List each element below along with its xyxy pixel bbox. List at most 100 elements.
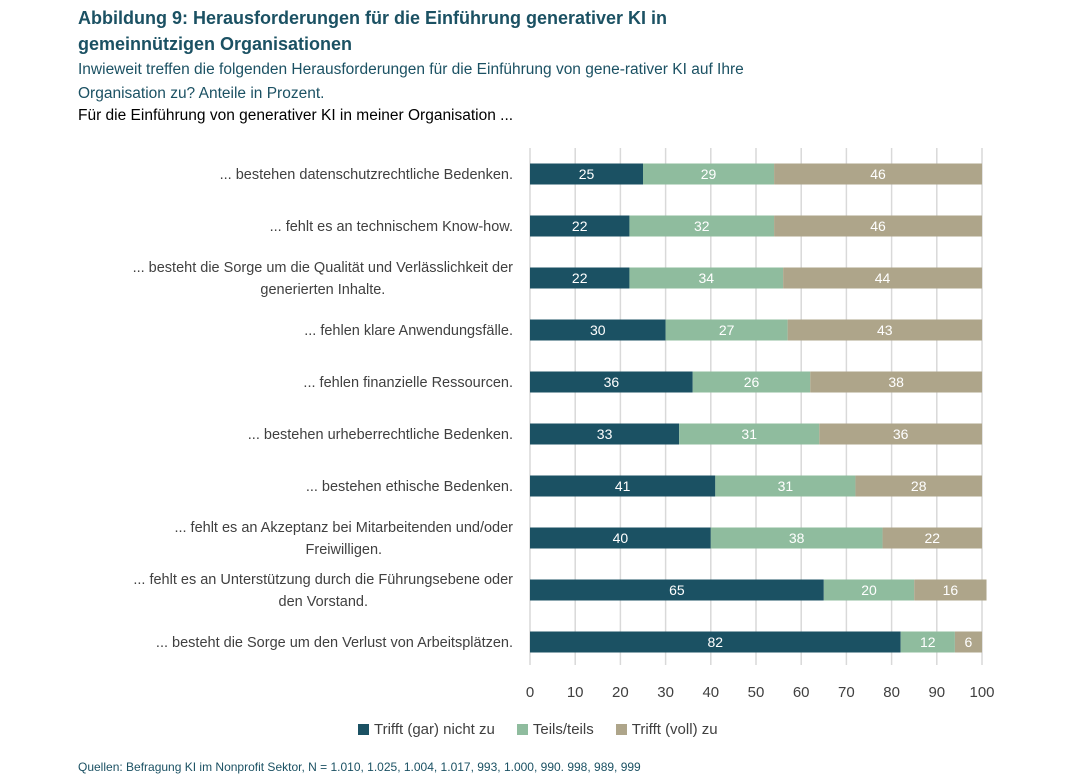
- bar-segment: [530, 319, 666, 341]
- x-tick-label: 10: [567, 684, 584, 701]
- x-tick-label: 80: [883, 684, 900, 701]
- legend-label: Trifft (gar) nicht zu: [374, 721, 495, 738]
- bar-segment: [783, 267, 982, 289]
- legend-swatch: [358, 724, 369, 735]
- bar-segment: [679, 423, 820, 445]
- category-label: ... bestehen datenschutzrechtliche Beden…: [220, 167, 513, 183]
- bar-value-label: 65: [669, 582, 685, 598]
- category-label: ... bestehen urheberrechtliche Bedenken.: [248, 427, 513, 443]
- category-label: ... fehlt es an Akzeptanz bei Mitarbeite…: [174, 520, 513, 536]
- bar-value-label: 38: [888, 374, 904, 390]
- x-axis-ticks: 0 10 20 30 40 50 60 70 80 90 100: [526, 684, 995, 701]
- bar-segment: [530, 215, 630, 237]
- bar-value-label: 38: [789, 530, 805, 546]
- bar-segment: [710, 527, 883, 549]
- figure-subtitle: Inwieweit treffen die folgenden Herausfo…: [78, 61, 744, 102]
- x-tick-label: 70: [838, 684, 855, 701]
- bar-segment: [715, 475, 856, 497]
- bar-segment: [914, 579, 987, 601]
- bar-value-label: 22: [572, 218, 588, 234]
- bar-segment: [629, 215, 775, 237]
- category-label: Freiwilligen.: [306, 542, 383, 558]
- category-label: ... fehlt es an technischem Know-how.: [270, 219, 513, 235]
- category-label: ... fehlen klare Anwendungsfälle.: [304, 323, 513, 339]
- bar-segment: [530, 423, 680, 445]
- category-label: ... bestehen ethische Bedenken.: [306, 479, 513, 495]
- bar-segment: [530, 579, 824, 601]
- bar-value-label: 22: [572, 270, 588, 286]
- legend-swatch: [615, 724, 627, 735]
- bar-segment: [787, 319, 982, 341]
- category-labels: ... bestehen datenschutzrechtliche Beden…: [133, 167, 514, 651]
- category-label: ... fehlt es an Unterstützung durch die …: [133, 572, 513, 588]
- legend-label: Trifft (voll) zu: [631, 721, 718, 738]
- bar-value-label: 30: [590, 322, 606, 338]
- bar-segment: [530, 631, 901, 653]
- bar-segment: [692, 371, 811, 393]
- bar-value-label: 36: [893, 426, 909, 442]
- bar-value-label: 31: [741, 426, 757, 442]
- category-label: ... besteht die Sorge um den Verlust von…: [156, 635, 513, 651]
- bar-value-label: 44: [875, 270, 891, 286]
- legend-item-not-applicable: Trifft (gar) nicht zu: [358, 721, 495, 738]
- question-lead: Für die Einführung von generativer KI in…: [78, 107, 514, 124]
- bar-value-label: 34: [698, 270, 714, 286]
- bar-value-label: 12: [920, 634, 936, 650]
- bar-value-label: 41: [615, 478, 631, 494]
- legend-item-partly: Teils/teils: [516, 721, 594, 738]
- bar-segment: [629, 267, 784, 289]
- legend: Trifft (gar) nicht zu Teils/teils Trifft…: [358, 721, 718, 738]
- bar-value-label: 25: [579, 166, 595, 182]
- bar-value-label: 22: [924, 530, 940, 546]
- legend-swatch: [516, 724, 528, 735]
- bar-value-label: 26: [744, 374, 760, 390]
- bar-segment: [882, 527, 982, 549]
- x-tick-label: 50: [748, 684, 765, 701]
- bar-segment: [530, 475, 716, 497]
- bar-segment: [530, 267, 630, 289]
- bars: 25 29 46 22 32 46 22 34 44 30 27 43 36 26 38 33 31 36 41 31…: [530, 163, 987, 653]
- x-tick-label: 40: [702, 684, 719, 701]
- x-tick-label: 60: [793, 684, 810, 701]
- x-tick-label: 0: [526, 684, 534, 701]
- x-tick-label: 30: [657, 684, 674, 701]
- bar-value-label: 28: [911, 478, 927, 494]
- bar-segment: [900, 631, 955, 653]
- x-tick-label: 100: [969, 684, 994, 701]
- source-note: Quellen: Befragung KI im Nonprofit Sekto…: [78, 760, 641, 774]
- stacked-bar-chart: 25 29 46 22 32 46 22 34 44 30 27 43 36 26 38 33 31 36 41 31…: [133, 148, 995, 701]
- bar-segment: [855, 475, 982, 497]
- category-label: ... besteht die Sorge um die Qualität un…: [133, 260, 514, 276]
- bar-segment: [530, 527, 711, 549]
- bar-value-label: 40: [613, 530, 629, 546]
- bar-value-label: 46: [870, 166, 886, 182]
- legend-label: Teils/teils: [532, 721, 594, 738]
- bar-segment: [810, 371, 982, 393]
- category-label: ... fehlen finanzielle Ressourcen.: [303, 375, 513, 391]
- bar-value-label: 20: [861, 582, 877, 598]
- bar-segment: [823, 579, 915, 601]
- bar-segment: [643, 163, 775, 185]
- bar-segment: [530, 371, 693, 393]
- bar-segment: [530, 163, 643, 185]
- bar-segment: [819, 423, 982, 445]
- bar-value-label: 27: [719, 322, 735, 338]
- bar-segment: [774, 215, 982, 237]
- category-label: den Vorstand.: [279, 594, 369, 610]
- bar-segment: [665, 319, 788, 341]
- bar-value-label: 36: [604, 374, 620, 390]
- x-tick-label: 20: [612, 684, 629, 701]
- bar-value-label: 6: [965, 634, 973, 650]
- bar-value-label: 29: [701, 166, 717, 182]
- bar-value-label: 43: [877, 322, 893, 338]
- figure-title: Abbildung 9: Herausforderungen für die E…: [78, 8, 668, 54]
- bar-value-label: 32: [694, 218, 710, 234]
- bar-value-label: 82: [708, 634, 724, 650]
- legend-item-applicable: Trifft (voll) zu: [615, 721, 718, 738]
- category-label: generierten Inhalte.: [260, 282, 385, 298]
- bar-segment: [774, 163, 982, 185]
- bar-value-label: 46: [870, 218, 886, 234]
- bar-value-label: 16: [943, 582, 959, 598]
- bar-value-label: 33: [597, 426, 613, 442]
- x-tick-label: 90: [928, 684, 945, 701]
